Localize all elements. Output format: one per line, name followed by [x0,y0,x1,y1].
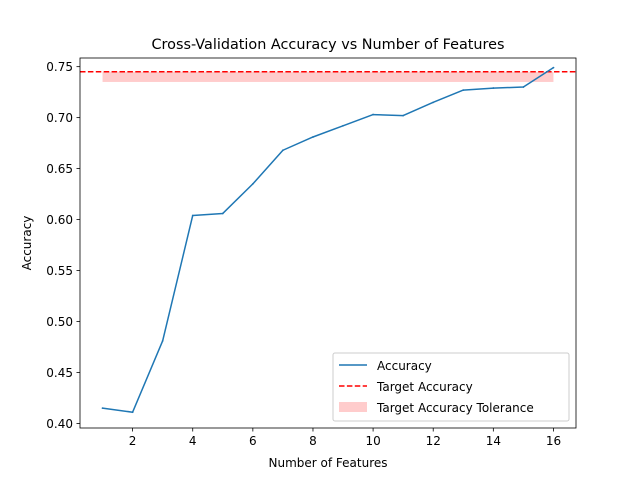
data-point [221,212,224,215]
y-tick-label: 0.60 [46,213,73,227]
data-point [101,407,104,410]
chart-title: Cross-Validation Accuracy vs Number of F… [152,37,505,53]
data-point [282,149,284,152]
series-line-accuracy [102,67,554,413]
y-axis-label: Accuracy [20,216,34,271]
x-tick-label: 6 [249,434,257,448]
legend-label-target-tolerance: Target Accuracy Tolerance [376,401,534,415]
legend-box [332,352,570,422]
y-tick-label: 0.45 [46,366,73,380]
data-point [462,89,465,92]
data-point [492,87,495,89]
y-tick-label: 0.75 [46,60,73,74]
data-point [402,114,405,117]
x-axis-label: Number of Features [269,456,388,470]
legend: Accuracy Target Accuracy Target Accuracy… [332,352,570,422]
y-tick-label: 0.40 [46,417,73,431]
data-point [432,101,435,104]
x-tick-label: 4 [189,434,197,448]
data-point [191,214,194,217]
y-tick-label: 0.65 [46,162,73,176]
x-tick-label: 8 [309,434,317,448]
target-accuracy-tolerance-band [102,71,554,82]
legend-label-target-accuracy: Target Accuracy [376,380,473,394]
data-point [372,113,374,116]
x-tick-label: 2 [129,434,137,448]
legend-swatch-target-tolerance [339,402,367,412]
data-point [342,124,344,127]
data-point [251,182,254,185]
x-tick-label: 12 [426,434,441,448]
data-point [131,411,134,414]
y-axis: 0.40 0.45 0.50 0.55 0.60 0.65 0.70 0.75 [46,60,80,431]
data-point [312,136,314,138]
y-tick-label: 0.55 [46,264,73,278]
x-tick-label: 14 [486,434,501,448]
legend-label-accuracy: Accuracy [377,359,432,373]
plot-area [80,66,576,414]
x-axis: 2 4 6 8 10 12 14 16 [129,428,561,448]
data-point [552,66,555,69]
axes-frame [79,57,577,429]
x-tick-label: 16 [546,434,561,448]
y-tick-label: 0.50 [46,315,73,329]
data-point [522,86,525,88]
y-tick-label: 0.70 [46,111,73,125]
data-point [161,339,164,342]
x-tick-label: 10 [365,434,380,448]
